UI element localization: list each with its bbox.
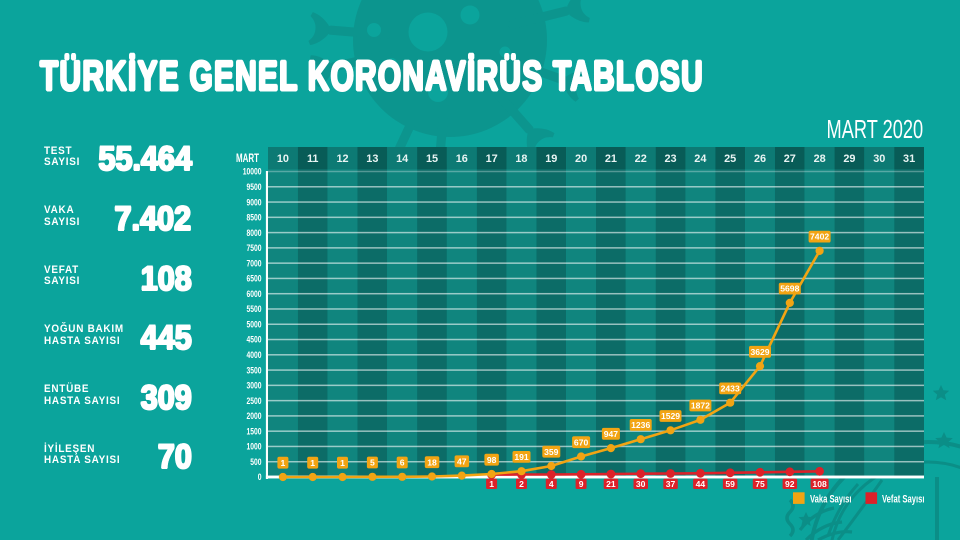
svg-text:59: 59 — [725, 479, 735, 489]
svg-text:5000: 5000 — [247, 319, 262, 330]
svg-text:31: 31 — [903, 153, 915, 165]
svg-text:7500: 7500 — [247, 243, 262, 254]
svg-text:1: 1 — [340, 458, 345, 468]
svg-text:27: 27 — [784, 153, 796, 165]
svg-text:44: 44 — [696, 479, 706, 489]
svg-text:11: 11 — [307, 153, 319, 165]
svg-text:30: 30 — [873, 153, 885, 165]
svg-text:8500: 8500 — [247, 213, 262, 224]
svg-text:21: 21 — [605, 153, 617, 165]
svg-text:4000: 4000 — [247, 350, 262, 361]
svg-text:3500: 3500 — [247, 365, 262, 376]
svg-text:19: 19 — [545, 153, 557, 165]
svg-text:1: 1 — [489, 479, 494, 489]
svg-text:191: 191 — [514, 452, 529, 462]
svg-text:29: 29 — [843, 153, 855, 165]
svg-text:7402: 7402 — [810, 232, 829, 242]
svg-text:359: 359 — [544, 447, 559, 457]
svg-text:26: 26 — [754, 153, 766, 165]
svg-text:24: 24 — [694, 153, 706, 165]
svg-text:5698: 5698 — [780, 284, 799, 294]
svg-text:21: 21 — [606, 479, 616, 489]
svg-text:1236: 1236 — [631, 420, 650, 430]
svg-text:14: 14 — [396, 153, 408, 165]
svg-text:28: 28 — [814, 153, 826, 165]
svg-text:12: 12 — [336, 153, 348, 165]
svg-text:47: 47 — [457, 456, 467, 466]
svg-text:22: 22 — [635, 153, 647, 165]
svg-text:6: 6 — [400, 458, 405, 468]
svg-text:10000: 10000 — [243, 167, 262, 178]
svg-text:75: 75 — [755, 479, 765, 489]
svg-text:98: 98 — [487, 455, 497, 465]
svg-text:18: 18 — [515, 153, 527, 165]
svg-text:500: 500 — [250, 457, 261, 468]
svg-text:4500: 4500 — [247, 335, 262, 346]
svg-text:Vaka Sayısı: Vaka Sayısı — [810, 493, 852, 505]
svg-text:6000: 6000 — [247, 289, 262, 300]
svg-text:13: 13 — [366, 153, 378, 165]
svg-text:1500: 1500 — [247, 426, 262, 437]
svg-text:3629: 3629 — [750, 347, 769, 357]
svg-text:2433: 2433 — [721, 384, 740, 394]
svg-text:23: 23 — [664, 153, 676, 165]
svg-text:108: 108 — [812, 479, 827, 489]
svg-text:9500: 9500 — [247, 182, 262, 193]
svg-text:947: 947 — [604, 429, 619, 439]
svg-text:20: 20 — [575, 153, 587, 165]
svg-text:1000: 1000 — [247, 442, 262, 453]
svg-text:15: 15 — [426, 153, 438, 165]
svg-text:7000: 7000 — [247, 258, 262, 269]
svg-text:5500: 5500 — [247, 304, 262, 315]
svg-text:2: 2 — [519, 479, 524, 489]
svg-text:30: 30 — [636, 479, 646, 489]
svg-text:1872: 1872 — [691, 401, 710, 411]
svg-text:9: 9 — [579, 479, 584, 489]
svg-text:1: 1 — [281, 458, 286, 468]
svg-text:18: 18 — [427, 457, 437, 467]
svg-text:1529: 1529 — [661, 411, 680, 421]
svg-text:0: 0 — [258, 472, 262, 483]
svg-text:10: 10 — [277, 153, 289, 165]
svg-text:8000: 8000 — [247, 228, 262, 239]
svg-text:17: 17 — [486, 153, 498, 165]
svg-text:37: 37 — [666, 479, 676, 489]
svg-text:3000: 3000 — [247, 381, 262, 392]
svg-text:92: 92 — [785, 479, 795, 489]
svg-text:4: 4 — [549, 479, 554, 489]
svg-text:2000: 2000 — [247, 411, 262, 422]
svg-text:670: 670 — [574, 437, 589, 447]
svg-text:25: 25 — [724, 153, 736, 165]
svg-text:16: 16 — [456, 153, 468, 165]
svg-text:MART: MART — [236, 153, 259, 165]
svg-text:1: 1 — [310, 458, 315, 468]
svg-text:2500: 2500 — [247, 396, 262, 407]
svg-text:Vefat Sayısı: Vefat Sayısı — [882, 493, 925, 505]
svg-text:6500: 6500 — [247, 274, 262, 285]
svg-text:5: 5 — [370, 458, 375, 468]
svg-text:9000: 9000 — [247, 197, 262, 208]
